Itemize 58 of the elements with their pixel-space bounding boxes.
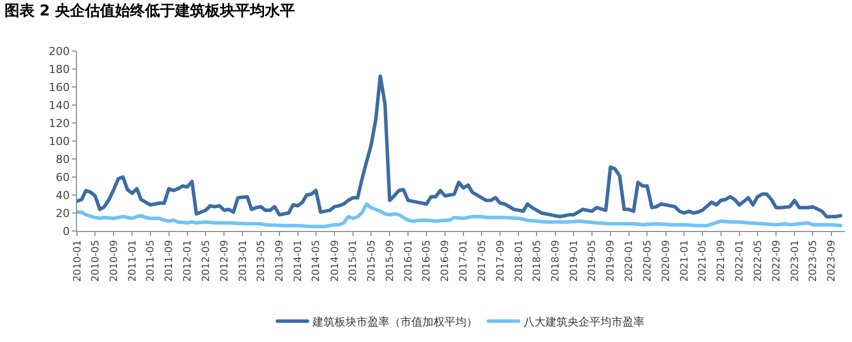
x-tick-label: 2010-09 [108, 240, 120, 282]
y-tick-label: 180 [48, 62, 70, 76]
legend-label: 八大建筑央企平均市盈率 [524, 315, 644, 328]
y-tick-label: 60 [56, 170, 70, 184]
y-tick-label: 200 [48, 44, 70, 58]
y-tick-label: 80 [56, 152, 70, 166]
x-tick-label: 2018-01 [514, 240, 525, 282]
x-tick-label: 2012-05 [200, 240, 212, 282]
x-tick-label: 2020-01 [624, 240, 636, 282]
y-tick-label: 160 [48, 80, 70, 94]
x-tick-label: 2013-05 [256, 240, 268, 282]
x-tick-label: 2018-09 [550, 240, 562, 282]
x-tick-label: 2016-09 [440, 240, 452, 282]
x-tick-label: 2020-05 [642, 240, 654, 282]
x-tick-label: 2019-09 [606, 240, 617, 282]
x-tick-label: 2014-09 [330, 240, 341, 282]
x-tick-label: 2023-05 [808, 240, 819, 282]
y-tick-label: 120 [48, 116, 70, 130]
y-tick-label: 140 [48, 98, 70, 112]
x-tick-label: 2015-09 [384, 240, 396, 282]
x-tick-label: 2020-09 [661, 240, 672, 282]
x-tick-label: 2021-01 [679, 240, 690, 282]
x-tick-label: 2023-09 [826, 240, 838, 282]
x-tick-label: 2014-01 [293, 240, 304, 282]
legend-label: 建筑板块市盈率（市值加权平均） [312, 315, 478, 328]
y-tick-label: 20 [56, 206, 70, 220]
x-tick-label: 2022-01 [734, 240, 746, 282]
x-tick-label: 2015-01 [348, 240, 360, 282]
x-tick-label: 2011-01 [127, 240, 138, 282]
x-tick-label: 2012-09 [219, 240, 230, 282]
x-tick-label: 2017-01 [458, 240, 470, 282]
x-tick-label: 2021-05 [698, 240, 709, 282]
x-tick-label: 2010-01 [72, 240, 84, 282]
x-tick-label: 2014-05 [311, 240, 322, 282]
line-series [77, 202, 842, 228]
x-tick-label: 2016-01 [403, 240, 414, 282]
x-tick-label: 2018-05 [532, 240, 543, 282]
x-tick-label: 2021-09 [716, 240, 728, 282]
x-tick-label: 2012-01 [182, 240, 194, 282]
x-tick-label: 2017-05 [476, 240, 488, 282]
x-tick-label: 2015-05 [366, 240, 378, 282]
y-tick-label: 100 [48, 134, 70, 148]
x-tick-label: 2017-09 [495, 240, 506, 282]
chart-title: 图表 2 央企估值始终低于建筑板块平均水平 [4, 2, 296, 20]
x-tick-label: 2019-01 [568, 240, 580, 282]
line-series [77, 74, 842, 218]
x-tick-label: 2016-05 [422, 240, 433, 282]
x-tick-label: 2011-05 [146, 240, 157, 282]
x-tick-label: 2011-09 [164, 240, 176, 282]
x-tick-label: 2013-01 [238, 240, 249, 282]
x-tick-label: 2010-05 [90, 240, 102, 282]
x-tick-label: 2022-05 [752, 240, 764, 282]
x-tick-label: 2023-01 [790, 240, 801, 282]
y-tick-label: 0 [62, 224, 70, 238]
y-tick-label: 40 [56, 188, 70, 202]
x-tick-label: 2013-09 [274, 240, 286, 282]
x-tick-label: 2019-05 [587, 240, 598, 282]
x-tick-label: 2022-09 [771, 240, 782, 282]
